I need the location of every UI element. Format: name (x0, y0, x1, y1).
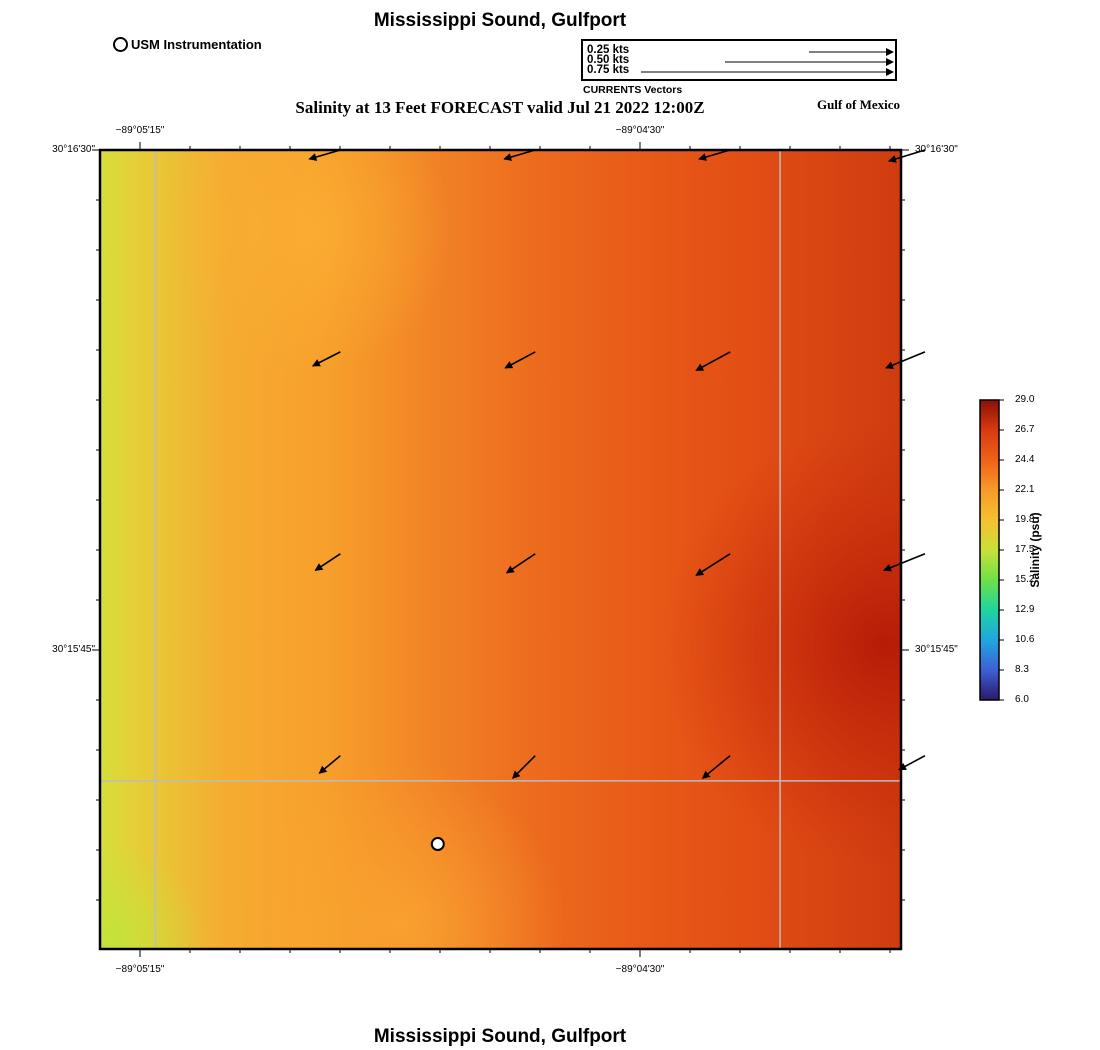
vector-legend-label-2: 0.50 kts (587, 54, 630, 66)
vector-legend-arrows (641, 48, 894, 76)
current-vector-16 (898, 754, 926, 771)
y-tick-label-left-2: 30°15'45" (52, 644, 95, 655)
circle-marker-icon (113, 37, 128, 52)
colorbar-tick-label: 10.6 (1015, 634, 1035, 645)
colorbar-tick-label: 12.9 (1015, 604, 1035, 615)
colorbar-tick-label: 29.0 (1015, 394, 1035, 405)
current-vector-1 (308, 149, 341, 161)
vector-legend-caption: CURRENTS Vectors (583, 84, 683, 96)
salinity-field (100, 150, 901, 949)
vector-legend-label-1: 0.25 kts (587, 44, 630, 56)
colorbar-title: Salinity (psu) (1028, 512, 1042, 588)
x-tick-label-bottom-2: −89°04'30" (615, 964, 665, 975)
x-tick-label-top-1: −89°05'15" (115, 125, 165, 136)
current-vector-4 (888, 149, 926, 163)
x-tick-label-bottom-1: −89°05'15" (115, 964, 165, 975)
colorbar-tick-label: 24.4 (1015, 454, 1035, 465)
current-vector-13 (318, 755, 341, 774)
colorbar-tick-label: 26.7 (1015, 424, 1035, 435)
current-vector-9 (314, 553, 341, 571)
map-title-bottom: Mississippi Sound, Gulfport (373, 1026, 627, 1047)
colorbar-tick-label: 8.3 (1015, 664, 1029, 675)
y-tick-label-right-2: 30°15'45" (915, 644, 958, 655)
current-vector-8 (885, 351, 926, 369)
current-vector-6 (504, 351, 536, 369)
salinity-colorbar (979, 399, 1004, 701)
map-frame (98, 148, 903, 951)
colorbar-tick-label: 19.8 (1015, 514, 1035, 525)
colorbar-tick-label: 15.2 (1015, 574, 1035, 585)
region-label: Gulf of Mexico (816, 97, 900, 112)
vector-legend-label-3: 0.75 kts (587, 64, 630, 76)
station-legend: USM Instrumentation (113, 37, 262, 52)
vector-legend-box: 0.25 kts 0.50 kts 0.75 kts (581, 39, 897, 81)
current-vectors (308, 149, 926, 779)
current-vector-15 (701, 755, 731, 779)
current-vector-2 (503, 149, 536, 161)
usm-station-marker (430, 837, 445, 852)
station-layer (430, 837, 445, 852)
y-tick-label-right-1: 30°16'30" (915, 144, 958, 155)
current-vector-10 (505, 553, 536, 574)
current-vector-11 (695, 553, 731, 576)
current-vector-12 (883, 553, 926, 572)
x-tick-label-top-2: −89°04'30" (615, 125, 665, 136)
map-title-top: Mississippi Sound, Gulfport (373, 10, 627, 31)
colorbar-tick-label: 6.0 (1015, 694, 1029, 705)
colorbar-tick-label: 17.5 (1015, 544, 1035, 555)
current-vector-14 (512, 755, 536, 779)
colorbar-ramp (979, 399, 1000, 701)
y-tick-label-left-1: 30°16'30" (52, 144, 95, 155)
colorbar-tick-label: 22.1 (1015, 484, 1035, 495)
current-vector-3 (698, 149, 731, 161)
current-vector-7 (695, 351, 731, 372)
station-legend-label: USM Instrumentation (131, 37, 262, 52)
current-vector-5 (311, 351, 341, 367)
map-subtitle: Salinity at 13 Feet FORECAST valid Jul 2… (295, 98, 705, 117)
